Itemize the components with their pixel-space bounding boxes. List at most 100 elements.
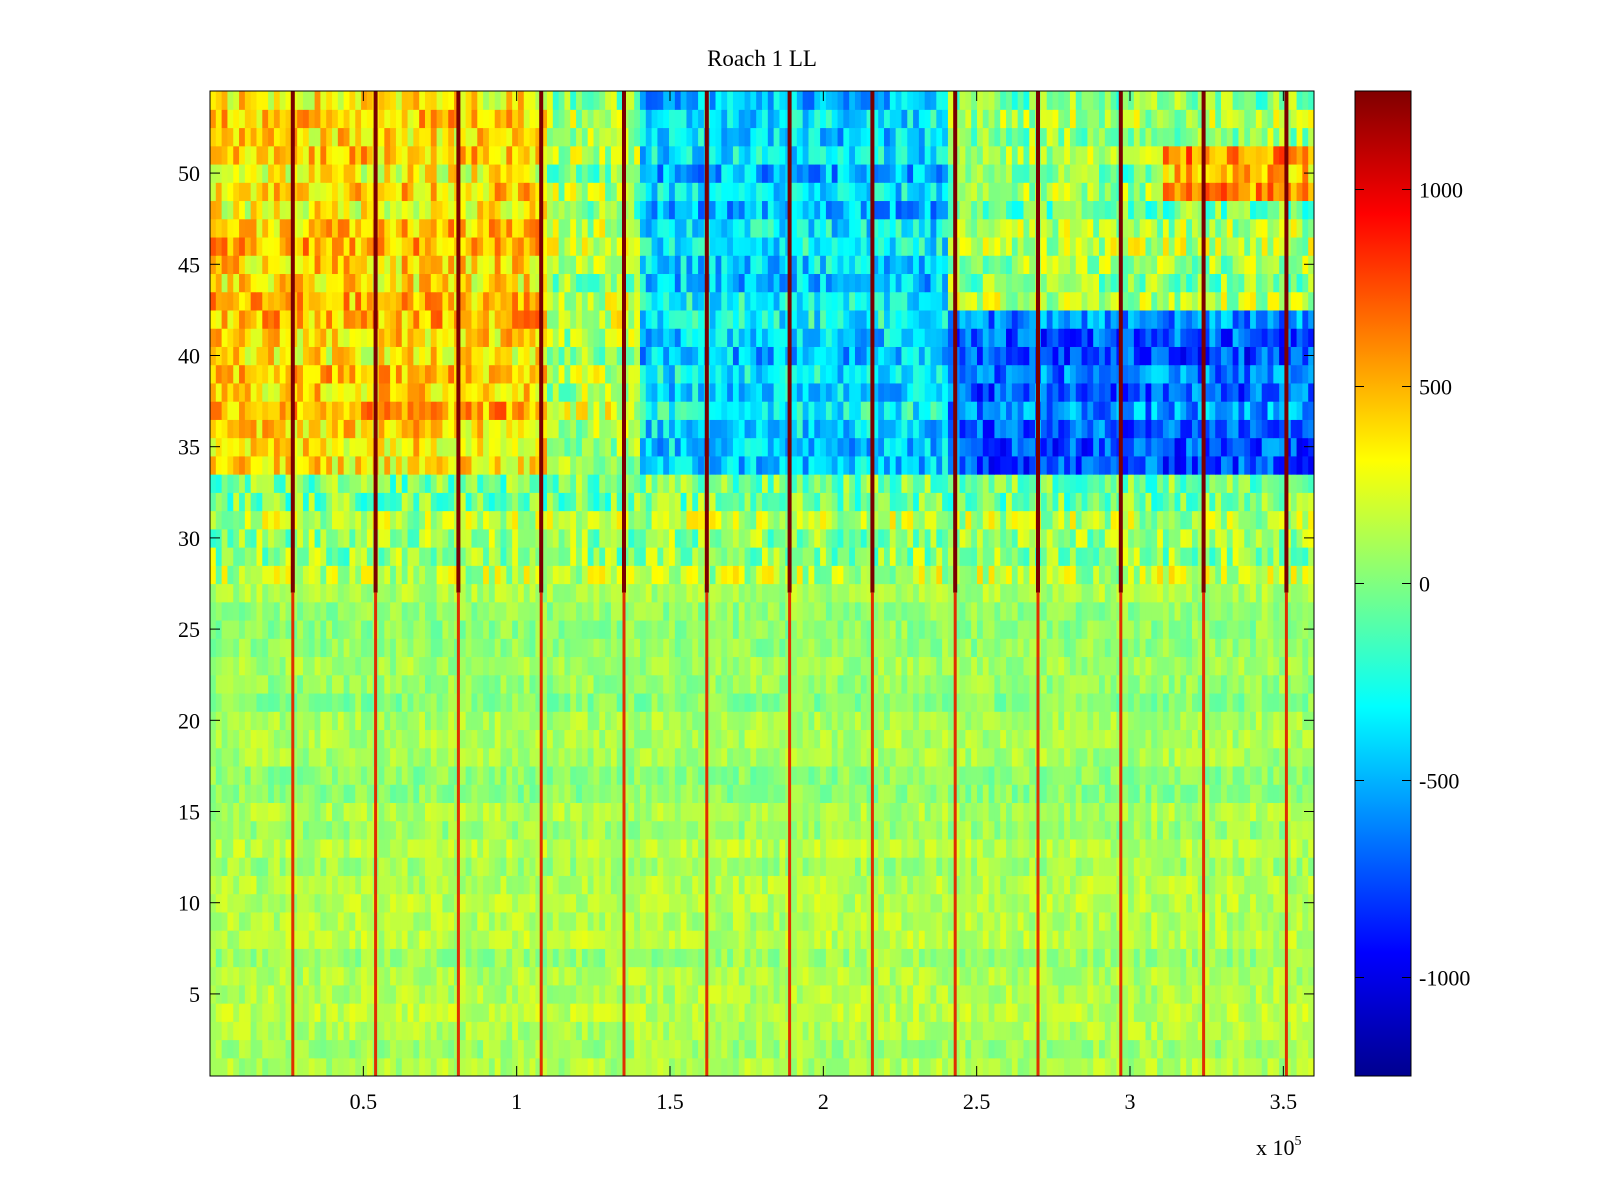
heatmap-cell <box>669 601 676 621</box>
heatmap-cell <box>390 802 397 822</box>
heatmap-cell <box>639 711 647 731</box>
heatmap-cell <box>378 966 385 986</box>
heatmap-cell <box>268 857 275 876</box>
heatmap-cell <box>343 765 351 785</box>
heatmap-cell <box>378 674 385 694</box>
heatmap-cell <box>982 784 990 803</box>
heatmap-cell <box>901 857 908 876</box>
heatmap-cell <box>762 619 769 639</box>
heatmap-cell <box>715 966 722 986</box>
heatmap-cell <box>239 838 246 858</box>
heatmap-cell <box>756 930 763 949</box>
heatmap-cell <box>773 1057 781 1076</box>
heatmap-cell <box>494 619 502 639</box>
heatmap-cell <box>302 875 310 895</box>
heatmap-cell <box>1162 802 1170 822</box>
heatmap-cell <box>1058 893 1065 913</box>
heatmap-cell <box>924 601 932 621</box>
heatmap-cell <box>878 711 885 731</box>
heatmap-cell <box>1261 1057 1269 1076</box>
heatmap-cell <box>1284 911 1292 931</box>
heatmap-cell <box>709 1003 717 1022</box>
heatmap-cell <box>494 857 502 876</box>
heatmap-cell <box>1011 692 1019 712</box>
heatmap-cell <box>732 838 740 858</box>
heatmap-cell <box>953 911 961 931</box>
heatmap-cell <box>686 692 693 712</box>
heatmap-cell <box>872 857 879 876</box>
heatmap-cell <box>459 1057 467 1076</box>
heatmap-cell <box>674 930 682 949</box>
heatmap-cell <box>669 747 676 767</box>
heatmap-cell <box>860 966 868 986</box>
heatmap-cell <box>1284 1039 1292 1059</box>
heatmap-cell <box>814 820 821 840</box>
heatmap-cell <box>1122 1021 1129 1041</box>
heatmap-cell <box>959 784 966 803</box>
heatmap-cell <box>512 875 519 895</box>
heatmap-cell <box>221 765 229 785</box>
heatmap-cell <box>849 911 856 931</box>
heatmap-cell <box>1186 692 1193 712</box>
heatmap-cell <box>576 747 583 767</box>
heatmap-cell <box>965 1003 972 1022</box>
heatmap-cell <box>674 857 682 876</box>
heatmap-cell <box>570 656 577 676</box>
heatmap-cell <box>1122 893 1129 913</box>
heatmap-cell <box>227 619 234 639</box>
heatmap-cell <box>552 729 560 749</box>
heatmap-cell <box>837 747 844 767</box>
heatmap-cell <box>1046 1039 1054 1059</box>
heatmap-cell <box>924 638 932 658</box>
heatmap-cell <box>913 747 920 767</box>
heatmap-cell <box>541 1003 548 1022</box>
heatmap-cell <box>273 692 281 712</box>
heatmap-cell <box>244 911 252 931</box>
heatmap-cell <box>889 948 897 968</box>
heatmap-cell <box>686 875 693 895</box>
heatmap-cell <box>767 638 775 658</box>
heatmap-cell <box>430 948 438 968</box>
heatmap-cell <box>1046 1021 1054 1041</box>
heatmap-cell <box>1099 692 1106 712</box>
heatmap-cell <box>488 911 496 931</box>
heatmap-cell <box>442 911 449 931</box>
heatmap-cell <box>291 638 298 658</box>
heatmap-cell <box>465 638 473 658</box>
heatmap-cell <box>273 984 281 1004</box>
heatmap-cell <box>1075 838 1083 858</box>
heatmap-cell <box>1215 765 1222 785</box>
heatmap-cell <box>715 601 722 621</box>
heatmap-cell <box>715 930 722 949</box>
heatmap-cell <box>639 765 647 785</box>
heatmap-cell <box>1232 747 1240 767</box>
heatmap-cell <box>1209 893 1216 913</box>
heatmap-cell <box>361 656 368 676</box>
heatmap-cell <box>831 1039 839 1059</box>
heatmap-cell <box>1250 692 1257 712</box>
heatmap-cell <box>1122 784 1129 803</box>
heatmap-cell <box>1110 729 1118 749</box>
heatmap-cell <box>239 984 246 1004</box>
heatmap-cell <box>291 583 298 603</box>
heatmap-cell <box>1110 966 1118 986</box>
heatmap-cell <box>942 893 949 913</box>
heatmap-cell <box>1308 747 1314 767</box>
heatmap-cell <box>419 601 426 621</box>
heatmap-cell <box>1250 1039 1257 1059</box>
heatmap-cell <box>535 711 542 731</box>
heatmap-cell <box>773 838 781 858</box>
heatmap-cell <box>1267 692 1274 712</box>
heatmap-cell <box>395 674 403 694</box>
heatmap-cell <box>680 619 688 639</box>
heatmap-cell <box>971 984 978 1004</box>
heatmap-cell <box>1000 966 1007 986</box>
heatmap-cell <box>378 656 385 676</box>
heatmap-cell <box>547 638 554 658</box>
heatmap-cell <box>924 838 932 858</box>
heatmap-cell <box>436 948 444 968</box>
heatmap-cell <box>651 1021 659 1041</box>
heatmap-cell <box>239 893 246 913</box>
heatmap-cell <box>1290 838 1298 858</box>
heatmap-cell <box>1075 930 1083 949</box>
